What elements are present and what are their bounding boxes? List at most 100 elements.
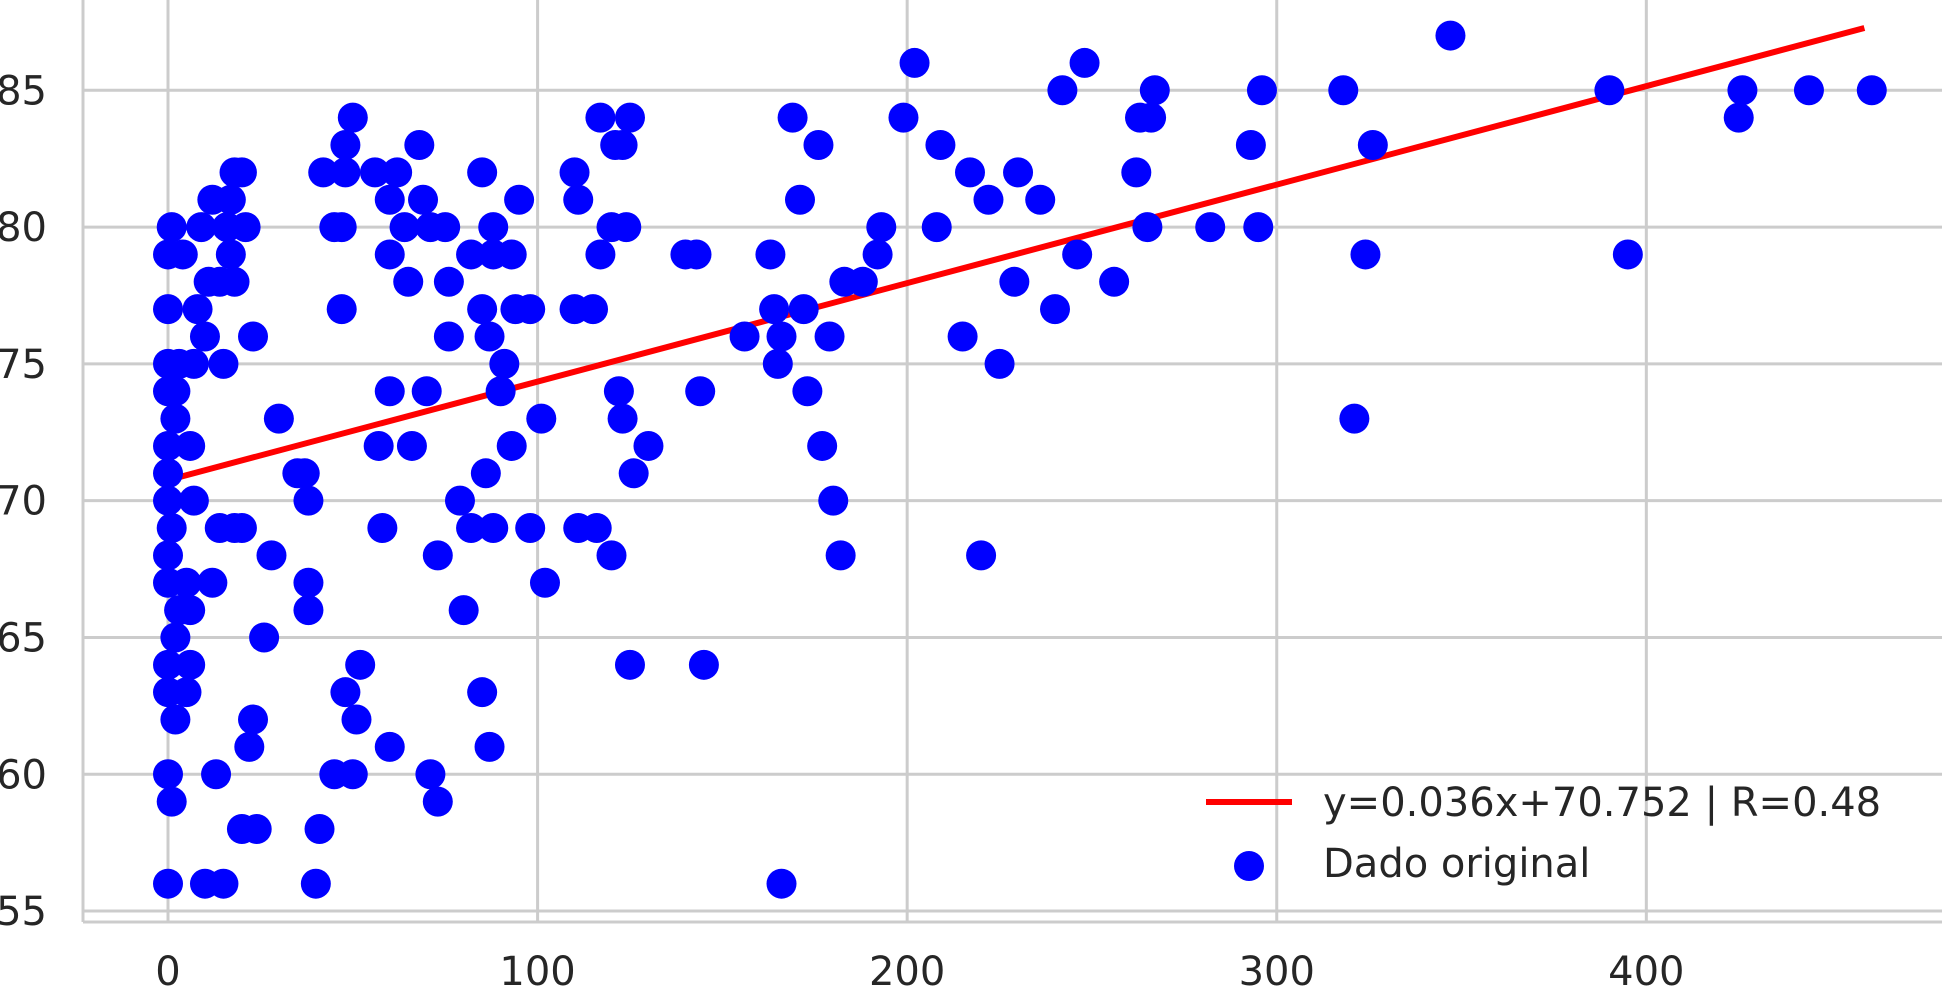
data-points [153, 20, 1887, 899]
data-point [363, 430, 394, 461]
data-point [681, 239, 712, 270]
x-tick-label: 100 [499, 949, 575, 993]
data-point [1003, 157, 1034, 188]
data-point [984, 348, 1015, 379]
data-point [367, 513, 398, 544]
data-point [1727, 75, 1758, 106]
data-point [866, 212, 897, 243]
data-point [300, 868, 331, 899]
data-point [611, 212, 642, 243]
data-point [160, 376, 191, 407]
data-point [1195, 212, 1226, 243]
data-point [326, 294, 357, 325]
data-point [396, 430, 427, 461]
data-point [167, 239, 198, 270]
y-tick-label: 55 [0, 889, 47, 935]
y-tick-label: 60 [0, 752, 47, 798]
data-point [1139, 75, 1170, 106]
data-point [496, 430, 527, 461]
data-point [1339, 403, 1370, 434]
data-point [1235, 130, 1266, 161]
data-point [766, 868, 797, 899]
x-tick-label: 400 [1608, 949, 1684, 993]
data-point [171, 677, 202, 708]
data-point [241, 813, 272, 844]
x-tick-label: 0 [155, 949, 180, 993]
data-point [788, 294, 819, 325]
data-point [603, 376, 634, 407]
data-point [1099, 266, 1130, 297]
data-point [888, 102, 919, 133]
data-point [160, 704, 191, 735]
data-point [249, 622, 280, 653]
data-point [219, 266, 250, 297]
data-point [330, 130, 361, 161]
data-point [389, 212, 420, 243]
data-point [263, 403, 294, 434]
data-point [847, 266, 878, 297]
data-point [954, 157, 985, 188]
data-point [308, 157, 339, 188]
data-point [1357, 130, 1388, 161]
data-point [1246, 75, 1277, 106]
data-point [382, 157, 413, 188]
data-point [153, 649, 184, 680]
data-point [415, 759, 446, 790]
data-point [474, 731, 505, 762]
data-point [374, 184, 405, 215]
data-point [862, 239, 893, 270]
data-point [1435, 20, 1466, 51]
data-point [456, 239, 487, 270]
data-point [215, 184, 246, 215]
data-point [1612, 239, 1643, 270]
data-point [563, 184, 594, 215]
data-point [1025, 184, 1056, 215]
data-point [153, 759, 184, 790]
legend: y=0.036x+70.752 | R=0.48 Dado original [1206, 780, 1881, 887]
data-point [1136, 102, 1167, 133]
data-point [345, 649, 376, 680]
data-point [633, 430, 664, 461]
data-point [226, 157, 257, 188]
data-point [777, 102, 808, 133]
data-point [175, 430, 206, 461]
data-point [215, 239, 246, 270]
data-point [921, 212, 952, 243]
data-point [478, 513, 509, 544]
data-point [330, 677, 361, 708]
data-point [160, 403, 191, 434]
legend-point-swatch [1234, 851, 1264, 881]
data-point [766, 321, 797, 352]
data-point [256, 540, 287, 571]
data-point [784, 184, 815, 215]
data-point [529, 567, 560, 598]
data-point [755, 239, 786, 270]
data-point [578, 294, 609, 325]
data-point [171, 567, 202, 598]
data-point [189, 321, 220, 352]
data-point [947, 321, 978, 352]
data-point [814, 321, 845, 352]
data-point [688, 649, 719, 680]
data-point [178, 485, 209, 516]
data-point [614, 102, 645, 133]
data-point [153, 294, 184, 325]
data-point [293, 485, 324, 516]
data-point [1350, 239, 1381, 270]
data-point [825, 540, 856, 571]
data-point [807, 430, 838, 461]
data-point [526, 403, 557, 434]
data-point [973, 184, 1004, 215]
fit-line [167, 25, 1866, 483]
data-point [393, 266, 424, 297]
data-point [156, 212, 187, 243]
data-point [337, 102, 368, 133]
data-point [559, 157, 590, 188]
data-point [175, 649, 206, 680]
data-point [470, 458, 501, 489]
data-point [1328, 75, 1359, 106]
data-point [618, 458, 649, 489]
data-point [178, 348, 209, 379]
data-point [374, 239, 405, 270]
data-point [515, 294, 546, 325]
